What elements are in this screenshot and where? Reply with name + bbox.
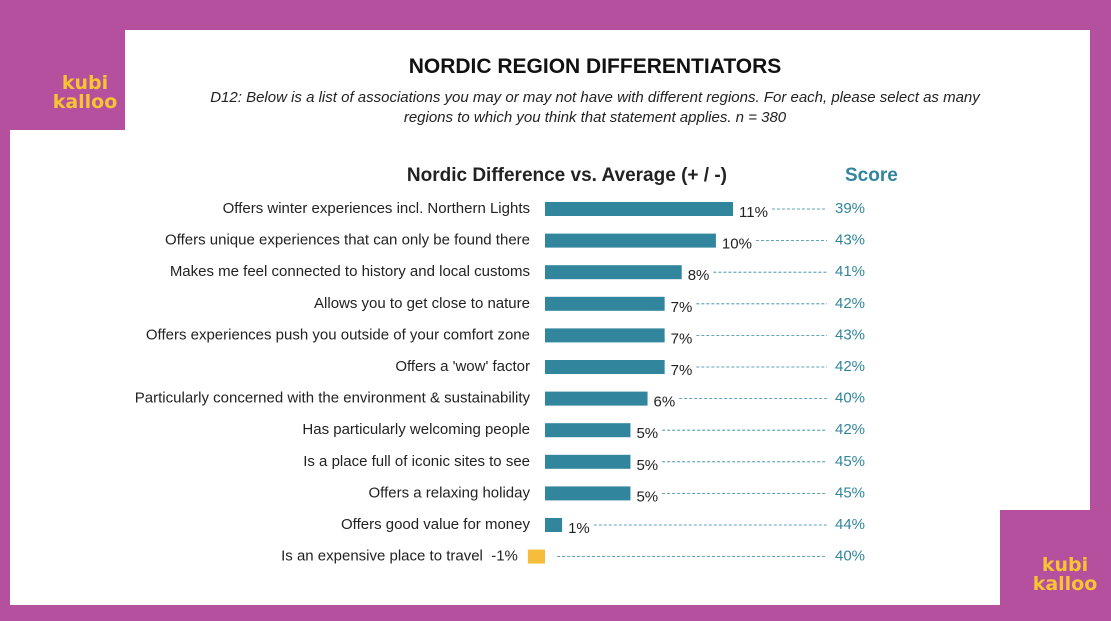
value-label: 6% <box>654 394 676 411</box>
category-label: Is an expensive place to travel <box>281 548 483 565</box>
value-label: 7% <box>671 330 693 347</box>
score-label: 42% <box>835 358 865 375</box>
category-label: Is a place full of iconic sites to see <box>303 453 530 470</box>
score-label: 40% <box>835 548 865 565</box>
score-label: 43% <box>835 326 865 343</box>
category-label: Offers unique experiences that can only … <box>165 232 530 249</box>
bar <box>545 454 631 469</box>
category-label: Particularly concerned with the environm… <box>135 390 531 407</box>
logo: kubi kalloo <box>50 74 120 112</box>
logo-text: kalloo <box>1032 573 1098 595</box>
value-label: 8% <box>688 267 710 284</box>
corner <box>1000 510 1111 621</box>
score-label: 42% <box>835 421 865 438</box>
score-label: 42% <box>835 295 865 312</box>
bar <box>527 549 545 564</box>
bar <box>545 423 631 438</box>
bar <box>545 391 648 406</box>
score-label: 40% <box>835 390 865 407</box>
chart-subtitle: D12: Below is a list of associations you… <box>210 89 980 126</box>
value-label: 1% <box>568 520 590 537</box>
bar <box>545 265 682 280</box>
value-label: 10% <box>722 236 752 253</box>
bar <box>545 328 665 343</box>
score-label: 39% <box>835 200 865 217</box>
bar <box>545 518 563 532</box>
chart-title: NORDIC REGION DIFFERENTIATORS <box>408 55 782 78</box>
panel <box>10 30 1090 605</box>
category-label: Offers experiences push you outside of y… <box>146 326 530 343</box>
category-label: Offers a 'wow' factor <box>395 358 530 375</box>
logo-text: kubi <box>61 72 109 94</box>
value-label: -1% <box>491 548 518 565</box>
bar <box>545 296 665 311</box>
value-label: 7% <box>671 362 693 379</box>
bar <box>545 233 716 248</box>
score-label: 43% <box>835 232 865 249</box>
corner <box>0 0 125 130</box>
logo-text: kubi <box>1041 554 1089 576</box>
score-label: 44% <box>835 516 865 533</box>
category-label: Allows you to get close to nature <box>314 295 530 312</box>
value-label: 7% <box>671 299 693 316</box>
bar <box>545 486 631 501</box>
category-label: Offers good value for money <box>341 516 530 533</box>
value-label: 5% <box>636 425 658 442</box>
bar <box>545 202 733 216</box>
value-label: 5% <box>636 457 658 474</box>
value-label: 11% <box>739 204 768 221</box>
logo-text: kalloo <box>52 91 118 113</box>
category-label: Has particularly welcoming people <box>302 421 530 438</box>
value-label: 5% <box>636 488 658 505</box>
category-label: Offers a relaxing holiday <box>369 484 531 501</box>
logo: kubi kalloo <box>1030 556 1100 594</box>
legend-label: Score <box>845 165 898 186</box>
score-label: 45% <box>835 484 865 501</box>
legend-label: Nordic Difference vs. Average (+ / -) <box>407 165 727 186</box>
category-label: Makes me feel connected to history and l… <box>170 263 530 280</box>
category-label: Offers winter experiences incl. Northern… <box>223 200 530 217</box>
score-label: 45% <box>835 453 865 470</box>
bar <box>545 360 665 374</box>
score-label: 41% <box>835 263 865 280</box>
